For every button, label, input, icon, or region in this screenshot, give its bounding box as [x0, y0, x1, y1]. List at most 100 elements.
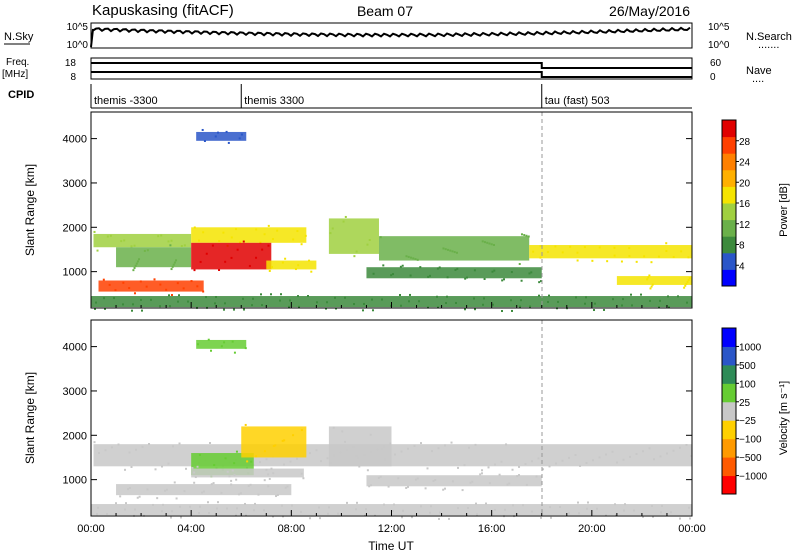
- heatmap-speckle: [494, 508, 496, 511]
- heatmap-speckle: [172, 445, 175, 448]
- power-plot-area: [91, 112, 692, 308]
- heatmap-speckle: [344, 215, 347, 218]
- heatmap-speckle: [187, 300, 189, 303]
- heatmap-speckle: [650, 285, 653, 288]
- heatmap-speckle: [159, 305, 161, 308]
- heatmap-speckle: [399, 265, 402, 268]
- heatmap-speckle: [145, 285, 148, 288]
- heatmap-speckle: [300, 510, 302, 513]
- heatmap-speckle: [300, 472, 303, 475]
- heatmap-speckle: [448, 517, 450, 520]
- heatmap-speckle: [363, 302, 365, 305]
- heatmap-speckle: [366, 243, 369, 246]
- heatmap-speckle: [530, 271, 533, 274]
- heatmap-speckle: [518, 262, 521, 265]
- heatmap-speckle: [503, 278, 505, 281]
- heatmap-speckle: [238, 493, 241, 496]
- power-x-ticks: [90, 302, 693, 308]
- colorbar-tick-label: −500: [739, 453, 762, 464]
- cpid-segments: themis -3300 themis 3300 tau (fast) 503: [90, 84, 610, 108]
- heatmap-speckle: [271, 238, 274, 241]
- heatmap-speckle: [685, 444, 688, 447]
- heatmap-speckle: [165, 488, 168, 491]
- heatmap-speckle: [481, 469, 484, 472]
- heatmap-speckle: [538, 294, 540, 297]
- power-y-axis: 1000 2000 3000 4000: [63, 134, 692, 279]
- heatmap-speckle: [211, 244, 214, 247]
- heatmap-speckle: [486, 241, 489, 244]
- heatmap-speckle: [648, 274, 651, 277]
- heatmap-speckle: [263, 509, 265, 512]
- colorbar-tick-label: 1000: [739, 342, 762, 353]
- colorbar-segment: [722, 169, 736, 187]
- heatmap-speckle: [624, 503, 626, 506]
- heatmap-speckle: [620, 260, 623, 263]
- heatmap-speckle: [397, 477, 400, 480]
- nave-tick-bottom: 0: [710, 72, 716, 83]
- freq-tick-top: 18: [65, 58, 77, 69]
- heatmap-speckle: [170, 239, 173, 242]
- heatmap-speckle: [372, 272, 375, 275]
- heatmap-speckle: [168, 294, 170, 297]
- x-tick-label: 00:00: [77, 523, 105, 535]
- heatmap-speckle: [93, 230, 96, 233]
- heatmap-speckle: [540, 516, 542, 519]
- heatmap-speckle: [329, 232, 332, 235]
- colorbar-segment: [722, 252, 736, 270]
- heatmap-speckle: [108, 283, 111, 286]
- heatmap-speckle: [198, 512, 200, 514]
- heatmap-speckle: [185, 467, 188, 470]
- heatmap-speckle: [115, 502, 117, 505]
- heatmap-speckle: [648, 447, 651, 450]
- heatmap-speckle: [246, 460, 249, 463]
- heatmap-speckle: [390, 274, 393, 277]
- heatmap-speckle: [578, 512, 580, 515]
- heatmap-speckle: [230, 479, 233, 482]
- colorbar-tick-label: 25: [739, 398, 751, 409]
- heatmap-speckle: [653, 458, 656, 461]
- heatmap-speckle: [248, 264, 251, 267]
- heatmap-speckle: [217, 131, 220, 134]
- freq-trace: [91, 62, 692, 69]
- heatmap-speckle: [114, 289, 117, 292]
- heatmap-speckle: [235, 478, 238, 481]
- heatmap-speckle: [329, 462, 332, 465]
- heatmap-speckle: [235, 513, 237, 516]
- heatmap-speckle: [111, 446, 114, 449]
- x-tick-label: 08:00: [278, 523, 306, 535]
- heatmap-speckle: [162, 503, 164, 506]
- heatmap-speckle: [172, 263, 175, 266]
- heatmap-speckle: [426, 467, 429, 470]
- heatmap-speckle: [438, 517, 440, 520]
- heatmap-speckle: [94, 307, 96, 310]
- freq-tick-bottom: 8: [70, 72, 76, 83]
- heatmap-speckle: [238, 137, 241, 140]
- heatmap-speckle: [223, 308, 225, 311]
- heatmap-speckle: [140, 298, 142, 301]
- heatmap-speckle: [520, 299, 522, 302]
- heatmap-speckle: [683, 286, 686, 289]
- heatmap-band: [266, 260, 317, 270]
- heatmap-speckle: [525, 483, 528, 486]
- heatmap-speckle: [429, 274, 431, 277]
- freq-unit: [MHz]: [2, 69, 28, 80]
- heatmap-speckle: [133, 244, 136, 247]
- heatmap-speckle: [334, 296, 336, 299]
- y-tick-label: 4000: [63, 342, 87, 354]
- heatmap-speckle: [449, 249, 452, 252]
- heatmap-speckle: [279, 299, 281, 302]
- heatmap-speckle: [430, 505, 432, 508]
- heatmap-speckle: [134, 264, 137, 267]
- heatmap-band: [91, 504, 692, 516]
- heatmap-speckle: [233, 474, 236, 477]
- date-title: 26/May/2016: [609, 3, 690, 19]
- heatmap-speckle: [198, 454, 201, 456]
- heatmap-speckle: [302, 477, 305, 480]
- heatmap-speckle: [686, 280, 689, 283]
- heatmap-speckle: [125, 502, 127, 505]
- heatmap-speckle: [451, 480, 454, 483]
- heatmap-speckle: [381, 447, 384, 450]
- heatmap-speckle: [251, 304, 253, 307]
- heatmap-speckle: [294, 268, 297, 271]
